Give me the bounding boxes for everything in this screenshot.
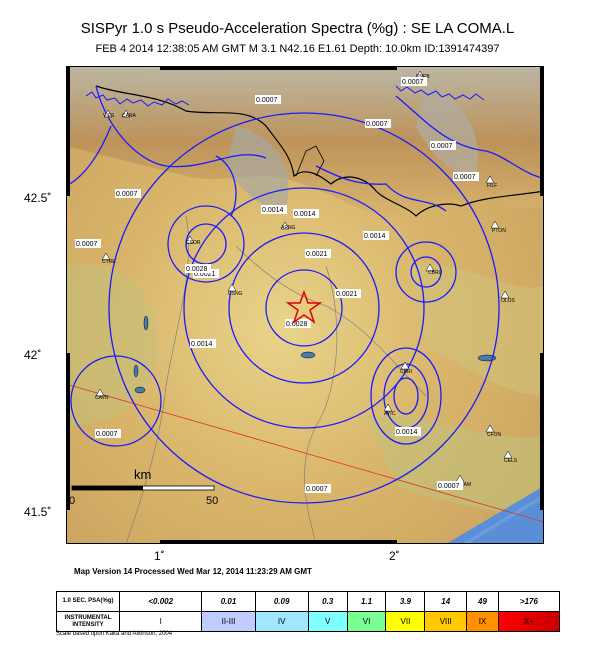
svg-text:CARA: CARA (122, 113, 137, 119)
station-cbru: CBRU (425, 263, 443, 276)
legend-intensity: IX (466, 611, 499, 632)
legend-intensity: VI (346, 611, 387, 632)
scale-note: Scale based upon Kaka and Atkinson, 2004 (56, 631, 173, 637)
shake-map: VIES CARA CSOR CTRE CBRU OLOS CBRI CAVN … (66, 66, 544, 544)
legend-intensity: VIII (424, 611, 468, 632)
legend-intensity: I (118, 611, 203, 632)
svg-text:0.0007: 0.0007 (402, 79, 424, 86)
lon-tick-2: 2˚ (389, 549, 400, 563)
svg-text:GRAM: GRAM (456, 482, 471, 488)
legend-value: 0.09 (254, 591, 309, 612)
station-filf: FILF (485, 175, 497, 189)
legend-psa-header: 1.0 SEC. PSA(%g) (56, 591, 120, 612)
station-pton: PTON (490, 220, 506, 234)
station-csor: CSOR (185, 235, 201, 246)
legend-intensity-header: INSTRUMENTAL INTENSITY (56, 611, 120, 632)
contours (66, 85, 544, 504)
svg-text:0.0007: 0.0007 (116, 191, 138, 198)
lat-tick-41-5: 41.5˚ (24, 505, 52, 519)
event-info: FEB 4 2014 12:38:05 AM GMT M 3.1 N42.16 … (95, 43, 500, 55)
svg-text:CSOR: CSOR (186, 240, 201, 246)
svg-text:km: km (134, 467, 151, 482)
legend-value: 0.01 (201, 591, 256, 612)
map-title: SISPyr 1.0 s Pseudo-Acceleration Spectra… (80, 20, 515, 37)
legend-intensity: IV (254, 611, 309, 632)
legend-value: <0.002 (118, 591, 203, 612)
svg-text:0.0028: 0.0028 (286, 321, 308, 328)
station-cavn: CAVN (95, 388, 109, 401)
legend-value: 1.1 (346, 591, 387, 612)
svg-text:CFON: CFON (487, 432, 502, 438)
svg-text:0.0014: 0.0014 (294, 211, 316, 218)
svg-text:0.0014: 0.0014 (191, 341, 213, 348)
svg-text:0.0014: 0.0014 (396, 429, 418, 436)
legend-value: 49 (466, 591, 499, 612)
svg-text:CBRU: CBRU (428, 270, 443, 276)
processed-note: Map Version 14 Processed Wed Mar 12, 201… (74, 567, 312, 576)
svg-text:0.0014: 0.0014 (364, 233, 386, 240)
svg-text:OLOS: OLOS (501, 298, 516, 304)
legend-value: >176 (497, 591, 561, 612)
svg-text:0: 0 (69, 495, 75, 507)
svg-text:CSNG: CSNG (228, 291, 243, 297)
station-olos: OLOS (500, 290, 516, 304)
svg-text:0.0021: 0.0021 (306, 251, 328, 258)
svg-text:CTRE: CTRE (102, 259, 116, 265)
station-cfon: CFON (485, 424, 502, 438)
legend-psa-row: 1.0 SEC. PSA(%g) <0.002 0.01 0.09 0.3 1.… (56, 591, 561, 612)
svg-text:0.0007: 0.0007 (454, 174, 476, 181)
svg-text:0.0007: 0.0007 (96, 431, 118, 438)
svg-text:CELS: CELS (504, 458, 518, 464)
svg-text:PTON: PTON (492, 228, 506, 234)
svg-text:0.0007: 0.0007 (438, 483, 460, 490)
station-cbri: CBRI (400, 361, 412, 375)
legend-value: 0.3 (307, 591, 348, 612)
sea (446, 486, 544, 544)
svg-text:50: 50 (206, 495, 218, 507)
station-arng: ARNG (280, 221, 296, 231)
legend-value: 14 (424, 591, 468, 612)
legend-intensity: II-III (201, 611, 256, 632)
legend-intensity: X+ (497, 611, 561, 632)
svg-text:0.0007: 0.0007 (431, 143, 453, 150)
country-border (95, 85, 544, 217)
lat-tick-42: 42˚ (24, 348, 42, 362)
station-ctre: CTRE (101, 252, 116, 265)
legend-intensity-row: INSTRUMENTAL INTENSITY I II-III IV V VI … (56, 611, 561, 632)
lat-tick-42-5: 42.5˚ (24, 191, 52, 205)
svg-text:0.0007: 0.0007 (256, 97, 278, 104)
svg-text:AYIC: AYIC (384, 411, 396, 417)
svg-text:0.0028: 0.0028 (186, 266, 208, 273)
intensity-legend: 1.0 SEC. PSA(%g) <0.002 0.01 0.09 0.3 1.… (56, 591, 561, 632)
svg-text:VIES: VIES (103, 113, 115, 119)
scale-bar: km 0 50 (69, 467, 218, 507)
station-csng: CSNG (227, 283, 243, 297)
station-cels: CELS (503, 450, 518, 464)
legend-value: 3.9 (385, 591, 426, 612)
legend-intensity: V (307, 611, 348, 632)
section-line (66, 383, 544, 523)
station-cara: CARA (121, 109, 137, 119)
station-ayic: AYIC (383, 403, 396, 417)
station-vies: VIES (103, 109, 115, 119)
svg-text:0.0007: 0.0007 (366, 121, 388, 128)
svg-text:CAVN: CAVN (95, 395, 109, 401)
svg-text:0.0021: 0.0021 (194, 271, 216, 278)
legend-intensity: VII (385, 611, 426, 632)
frame-ticks (66, 66, 544, 544)
svg-text:0.0014: 0.0014 (262, 207, 284, 214)
contour-labels: 0.0007 0.0007 0.0007 0.0007 0.0007 0.000… (75, 77, 479, 493)
svg-text:ARNG: ARNG (281, 225, 296, 231)
svg-text:CBRI: CBRI (400, 369, 412, 375)
svg-text:0.0007: 0.0007 (76, 241, 98, 248)
svg-text:FILF: FILF (487, 183, 497, 189)
lon-tick-1: 1˚ (154, 549, 165, 563)
svg-text:0.0007: 0.0007 (306, 486, 328, 493)
svg-text:0.0021: 0.0021 (336, 291, 358, 298)
star-icon (285, 289, 323, 324)
